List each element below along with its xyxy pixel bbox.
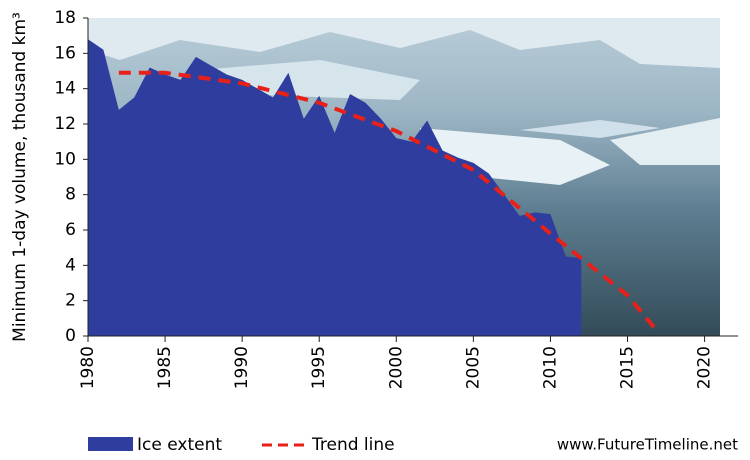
y-tick-label: 18 (54, 8, 76, 28)
y-tick-label: 10 (54, 149, 76, 169)
y-tick-label: 6 (65, 220, 76, 240)
legend-swatch (88, 437, 133, 451)
y-axis-label: Minimum 1-day volume, thousand km³ (10, 12, 30, 342)
x-tick-label: 1990 (232, 346, 252, 389)
y-tick-label: 4 (65, 255, 76, 275)
ice-area (88, 39, 582, 336)
x-tick-label: 2015 (618, 346, 638, 389)
x-tick-label: 2010 (540, 346, 560, 389)
y-tick-label: 8 (65, 185, 76, 205)
legend-label: Ice extent (137, 435, 222, 455)
legend-label: Trend line (311, 435, 395, 455)
y-tick-label: 0 (65, 326, 76, 346)
source: www.FutureTimeline.net (557, 436, 738, 454)
y-tick-label: 14 (54, 79, 76, 99)
x-tick-label: 1985 (155, 346, 175, 389)
y-tick-label: 2 (65, 291, 76, 311)
x-tick-label: 2020 (695, 346, 715, 389)
y-tick-label: 12 (54, 114, 76, 134)
trend-line (118, 70, 660, 334)
x-tick-label: 2000 (386, 346, 406, 389)
x-tick-label: 2005 (463, 346, 483, 389)
x-tick-label: 1995 (309, 346, 329, 389)
x-tick-label: 1980 (78, 346, 98, 389)
y-tick-label: 16 (54, 43, 76, 63)
